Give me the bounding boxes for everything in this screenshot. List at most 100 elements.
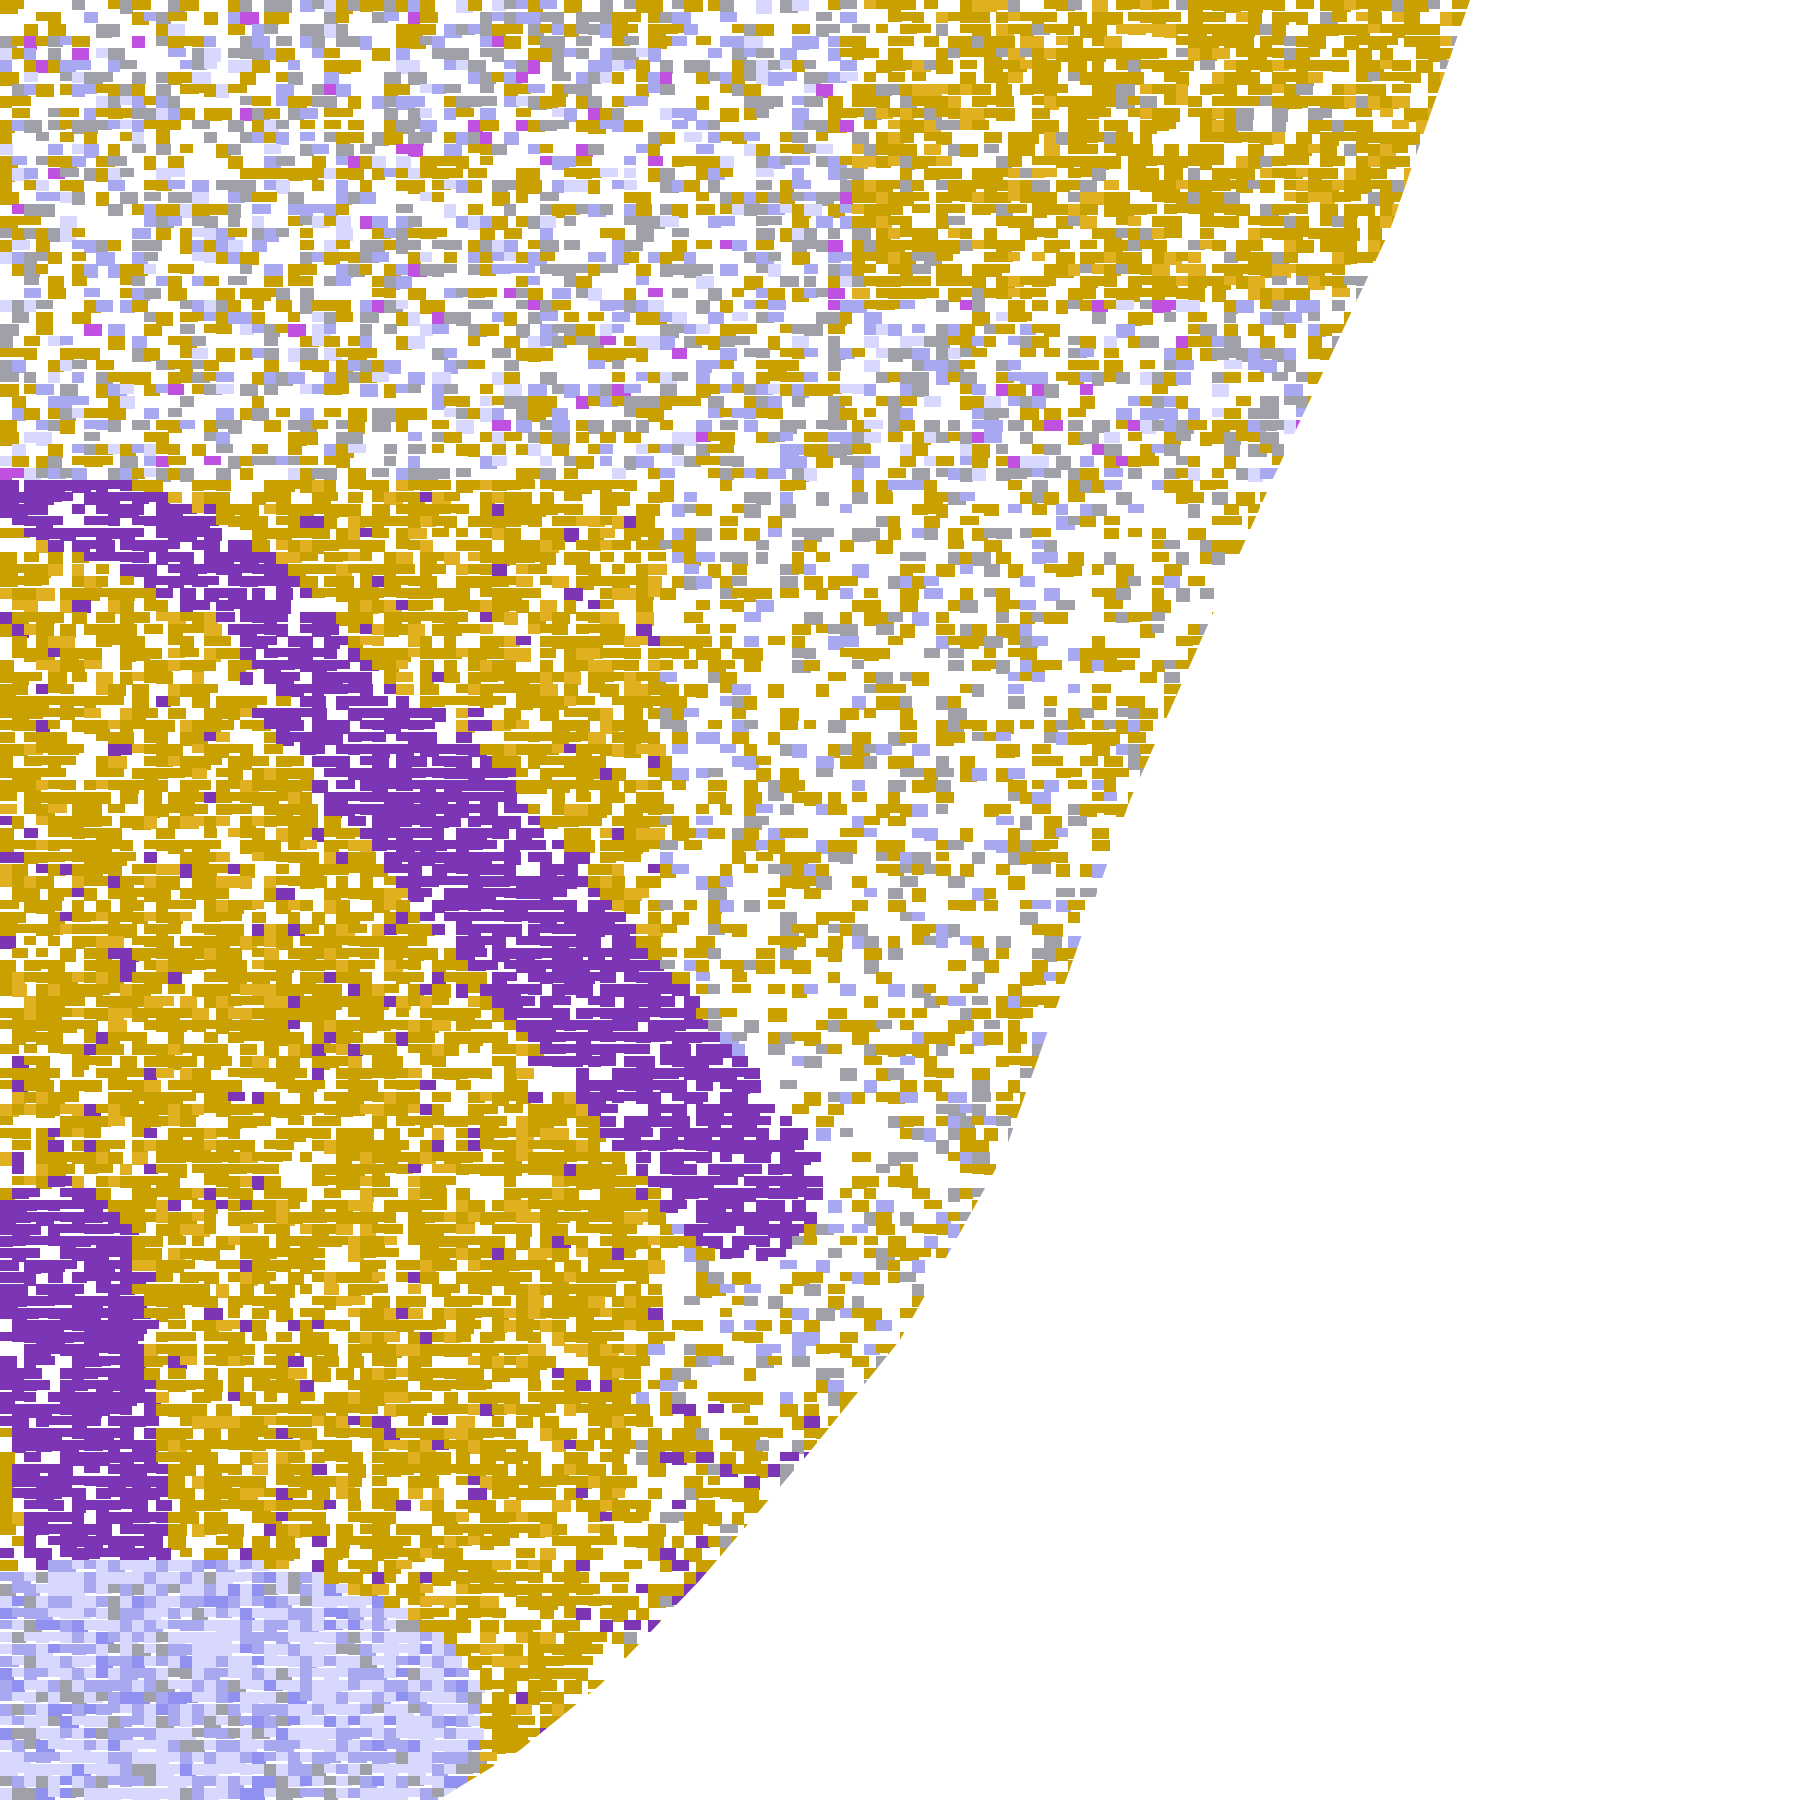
pixel-cluster — [264, 768, 276, 782]
pixel-cluster — [456, 60, 475, 70]
pixel-cluster — [888, 144, 900, 158]
pixel-cluster — [984, 228, 997, 240]
pixel-cluster — [1416, 684, 1430, 694]
pixel-cluster — [1116, 120, 1128, 133]
pixel-cluster — [408, 504, 422, 517]
pixel-cluster — [1176, 0, 1194, 10]
pixel-cluster — [1164, 672, 1180, 683]
pixel-cluster — [420, 192, 435, 201]
pixel-cluster — [1008, 684, 1024, 694]
pixel-cluster — [1320, 192, 1335, 206]
pixel-cluster — [1248, 780, 1265, 792]
pixel-cluster — [1476, 108, 1489, 120]
pixel-cluster — [0, 384, 19, 397]
pixel-cluster — [1092, 48, 1106, 62]
pixel-cluster — [984, 564, 1000, 577]
pixel-cluster — [960, 360, 975, 369]
pixel-cluster — [96, 96, 110, 109]
pixel-cluster — [528, 516, 542, 527]
pixel-cluster — [240, 456, 254, 466]
pixel-cluster — [732, 24, 748, 33]
pixel-cluster — [444, 96, 459, 107]
pixel-cluster — [660, 420, 673, 430]
pixel-cluster — [960, 552, 973, 565]
pixel-cluster — [1416, 540, 1432, 553]
pixel-cluster — [756, 72, 769, 85]
pixel-cluster — [1440, 384, 1457, 395]
pixel-cluster — [672, 312, 687, 325]
pixel-cluster — [1032, 96, 1047, 105]
pixel-cluster — [1296, 216, 1309, 228]
pixel-cluster — [648, 156, 663, 166]
pixel-cluster — [24, 252, 37, 264]
pixel-cluster — [792, 780, 805, 791]
pixel-cluster — [624, 648, 641, 659]
pixel-cluster — [456, 792, 469, 806]
pixel-cluster — [1332, 696, 1346, 709]
pixel-cluster — [300, 120, 315, 129]
pixel-cluster — [540, 552, 556, 565]
pixel-cluster — [1440, 780, 1456, 789]
pixel-cluster — [156, 132, 170, 146]
pixel-cluster — [1476, 180, 1490, 189]
pixel-cluster — [204, 84, 219, 97]
pixel-cluster — [1452, 96, 1470, 108]
pixel-cluster — [1392, 696, 1407, 706]
pixel-cluster — [960, 600, 978, 613]
pixel-cluster — [552, 96, 566, 107]
pixel-cluster — [1104, 180, 1119, 190]
pixel-cluster — [936, 168, 955, 179]
pixel-cluster — [1188, 168, 1200, 181]
pixel-cluster — [1428, 624, 1442, 634]
pixel-cluster — [744, 720, 758, 729]
pixel-cluster — [708, 732, 720, 744]
pixel-cluster — [456, 756, 472, 770]
pixel-cluster — [1308, 396, 1327, 408]
pixel-cluster — [600, 708, 613, 720]
pixel-cluster — [1464, 0, 1470, 9]
pixel-cluster — [276, 84, 294, 98]
pixel-cluster — [312, 588, 325, 598]
pixel-cluster — [1464, 396, 1470, 409]
pixel-cluster — [1152, 84, 1166, 94]
pixel-cluster — [888, 0, 901, 13]
pixel-cluster — [216, 696, 230, 708]
pixel-cluster — [720, 216, 735, 226]
pixel-cluster — [1272, 612, 1284, 625]
pixel-cluster — [636, 564, 648, 576]
pixel-cluster — [1260, 432, 1279, 446]
pixel-cluster — [24, 372, 36, 383]
pixel-cluster — [432, 780, 445, 789]
pixel-cluster — [864, 528, 880, 541]
pixel-cluster — [432, 168, 449, 179]
pixel-cluster — [480, 324, 499, 336]
pixel-cluster — [1344, 372, 1361, 382]
pixel-cluster — [1416, 252, 1429, 263]
pixel-cluster — [1188, 312, 1207, 322]
pixel-cluster — [384, 564, 396, 578]
pixel-cluster — [600, 264, 618, 273]
pixel-cluster — [828, 228, 840, 239]
pixel-cluster — [1320, 576, 1337, 588]
pixel-cluster — [1224, 504, 1239, 515]
pixel-cluster — [828, 384, 842, 394]
pixel-cluster — [612, 540, 631, 550]
pixel-cluster — [636, 96, 648, 106]
pixel-cluster — [684, 252, 696, 264]
pixel-cluster — [540, 372, 557, 385]
pixel-cluster — [912, 372, 929, 386]
pixel-cluster — [708, 360, 724, 369]
pixel-cluster — [1104, 252, 1119, 263]
pixel-cluster — [900, 144, 917, 156]
pixel-cluster — [624, 432, 641, 443]
pixel-cluster — [1392, 372, 1404, 381]
pixel-cluster — [1140, 336, 1159, 348]
pixel-cluster — [132, 552, 149, 563]
pixel-cluster — [1176, 192, 1191, 206]
pixel-cluster — [996, 624, 1009, 638]
pixel-cluster — [708, 564, 721, 578]
pixel-cluster — [1164, 168, 1183, 181]
pixel-cluster — [936, 336, 950, 349]
pixel-cluster — [1356, 324, 1373, 338]
pixel-cluster — [228, 240, 243, 252]
